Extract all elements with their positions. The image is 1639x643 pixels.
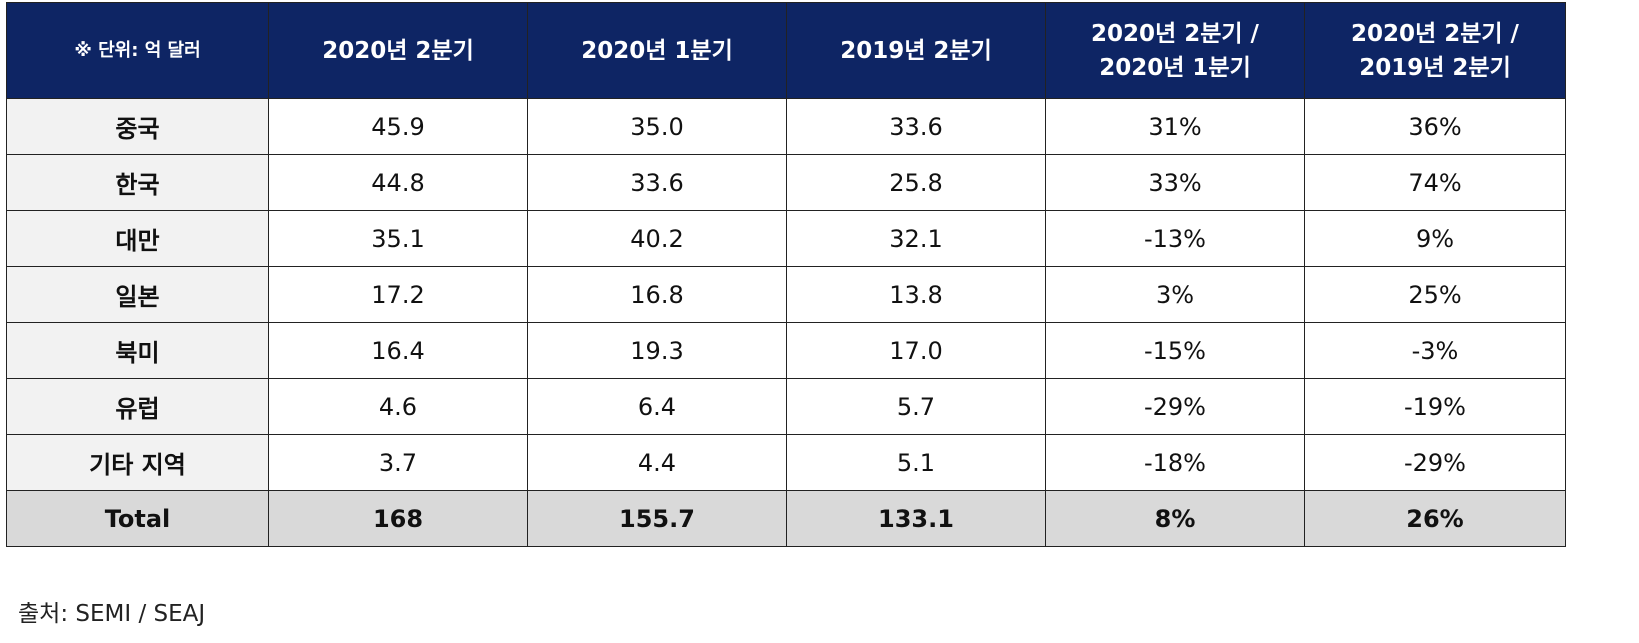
table-cell: -13% (1045, 210, 1305, 267)
data-table-container: ※ 단위: 억 달러 2020년 2분기 2020년 1분기 2019년 2분기… (6, 2, 1566, 547)
table-cell: 4.6 (268, 378, 528, 435)
unit-label: ※ 단위: 억 달러 (6, 2, 269, 99)
row-label-china: 중국 (6, 98, 269, 155)
total-cell: 26% (1304, 490, 1566, 547)
source-note: 출처: SEMI / SEAJ (18, 601, 206, 627)
table-cell: 31% (1045, 98, 1305, 155)
row-label-korea: 한국 (6, 154, 269, 211)
table-row: 기타 지역 3.7 4.4 5.1 -18% -29% (6, 434, 1566, 491)
table-cell: 17.2 (268, 266, 528, 323)
table-row: 유럽 4.6 6.4 5.7 -29% -19% (6, 378, 1566, 435)
table-cell: 13.8 (786, 266, 1046, 323)
row-label-europe: 유럽 (6, 378, 269, 435)
table-cell: 5.7 (786, 378, 1046, 435)
total-cell: 8% (1045, 490, 1305, 547)
table-cell: 33.6 (786, 98, 1046, 155)
column-header-text: 2019년 2분기 (840, 37, 992, 64)
table-cell: -29% (1304, 434, 1566, 491)
column-header-text: 2020년 2분기 (322, 37, 474, 64)
table-cell: 16.4 (268, 322, 528, 379)
table-cell: 5.1 (786, 434, 1046, 491)
total-cell: 168 (268, 490, 528, 547)
table-cell: 45.9 (268, 98, 528, 155)
column-header: 2020년 1분기 (527, 2, 787, 99)
table-cell: 4.4 (527, 434, 787, 491)
total-row: Total 168 155.7 133.1 8% 26% (6, 490, 1566, 547)
table-cell: 33.6 (527, 154, 787, 211)
table-cell: 74% (1304, 154, 1566, 211)
table-cell: 33% (1045, 154, 1305, 211)
table-cell: -19% (1304, 378, 1566, 435)
table-row: 한국 44.8 33.6 25.8 33% 74% (6, 154, 1566, 211)
column-header-text: 2020년 2분기 / 2020년 1분기 (1091, 20, 1259, 81)
table-cell: -18% (1045, 434, 1305, 491)
row-label-north-america: 북미 (6, 322, 269, 379)
table-cell: 16.8 (527, 266, 787, 323)
column-header: 2020년 2분기 / 2020년 1분기 (1045, 2, 1305, 99)
column-header-text: 2020년 1분기 (581, 37, 733, 64)
column-header: 2019년 2분기 (786, 2, 1046, 99)
total-cell: 155.7 (527, 490, 787, 547)
table-row: 일본 17.2 16.8 13.8 3% 25% (6, 266, 1566, 323)
table-cell: 32.1 (786, 210, 1046, 267)
table-cell: 25% (1304, 266, 1566, 323)
table-cell: 40.2 (527, 210, 787, 267)
table-cell: 35.1 (268, 210, 528, 267)
column-header: 2020년 2분기 / 2019년 2분기 (1304, 2, 1566, 99)
column-header-text: 2020년 2분기 / 2019년 2분기 (1351, 20, 1519, 81)
row-label-other-regions: 기타 지역 (6, 434, 269, 491)
table-cell: 19.3 (527, 322, 787, 379)
table-cell: 3% (1045, 266, 1305, 323)
row-label-japan: 일본 (6, 266, 269, 323)
table-cell: -29% (1045, 378, 1305, 435)
table-cell: 17.0 (786, 322, 1046, 379)
table-cell: 6.4 (527, 378, 787, 435)
table-cell: 36% (1304, 98, 1566, 155)
row-label-total: Total (6, 490, 269, 547)
table-cell: 35.0 (527, 98, 787, 155)
table-cell: 9% (1304, 210, 1566, 267)
table-cell: 25.8 (786, 154, 1046, 211)
table-cell: 44.8 (268, 154, 528, 211)
table-cell: -3% (1304, 322, 1566, 379)
billings-by-region-table: ※ 단위: 억 달러 2020년 2분기 2020년 1분기 2019년 2분기… (6, 2, 1566, 547)
table-cell: 3.7 (268, 434, 528, 491)
table-row: 대만 35.1 40.2 32.1 -13% 9% (6, 210, 1566, 267)
total-cell: 133.1 (786, 490, 1046, 547)
table-cell: -15% (1045, 322, 1305, 379)
table-row: 중국 45.9 35.0 33.6 31% 36% (6, 98, 1566, 155)
row-label-taiwan: 대만 (6, 210, 269, 267)
header-row: ※ 단위: 억 달러 2020년 2분기 2020년 1분기 2019년 2분기… (6, 2, 1566, 99)
table-row: 북미 16.4 19.3 17.0 -15% -3% (6, 322, 1566, 379)
column-header: 2020년 2분기 (268, 2, 528, 99)
